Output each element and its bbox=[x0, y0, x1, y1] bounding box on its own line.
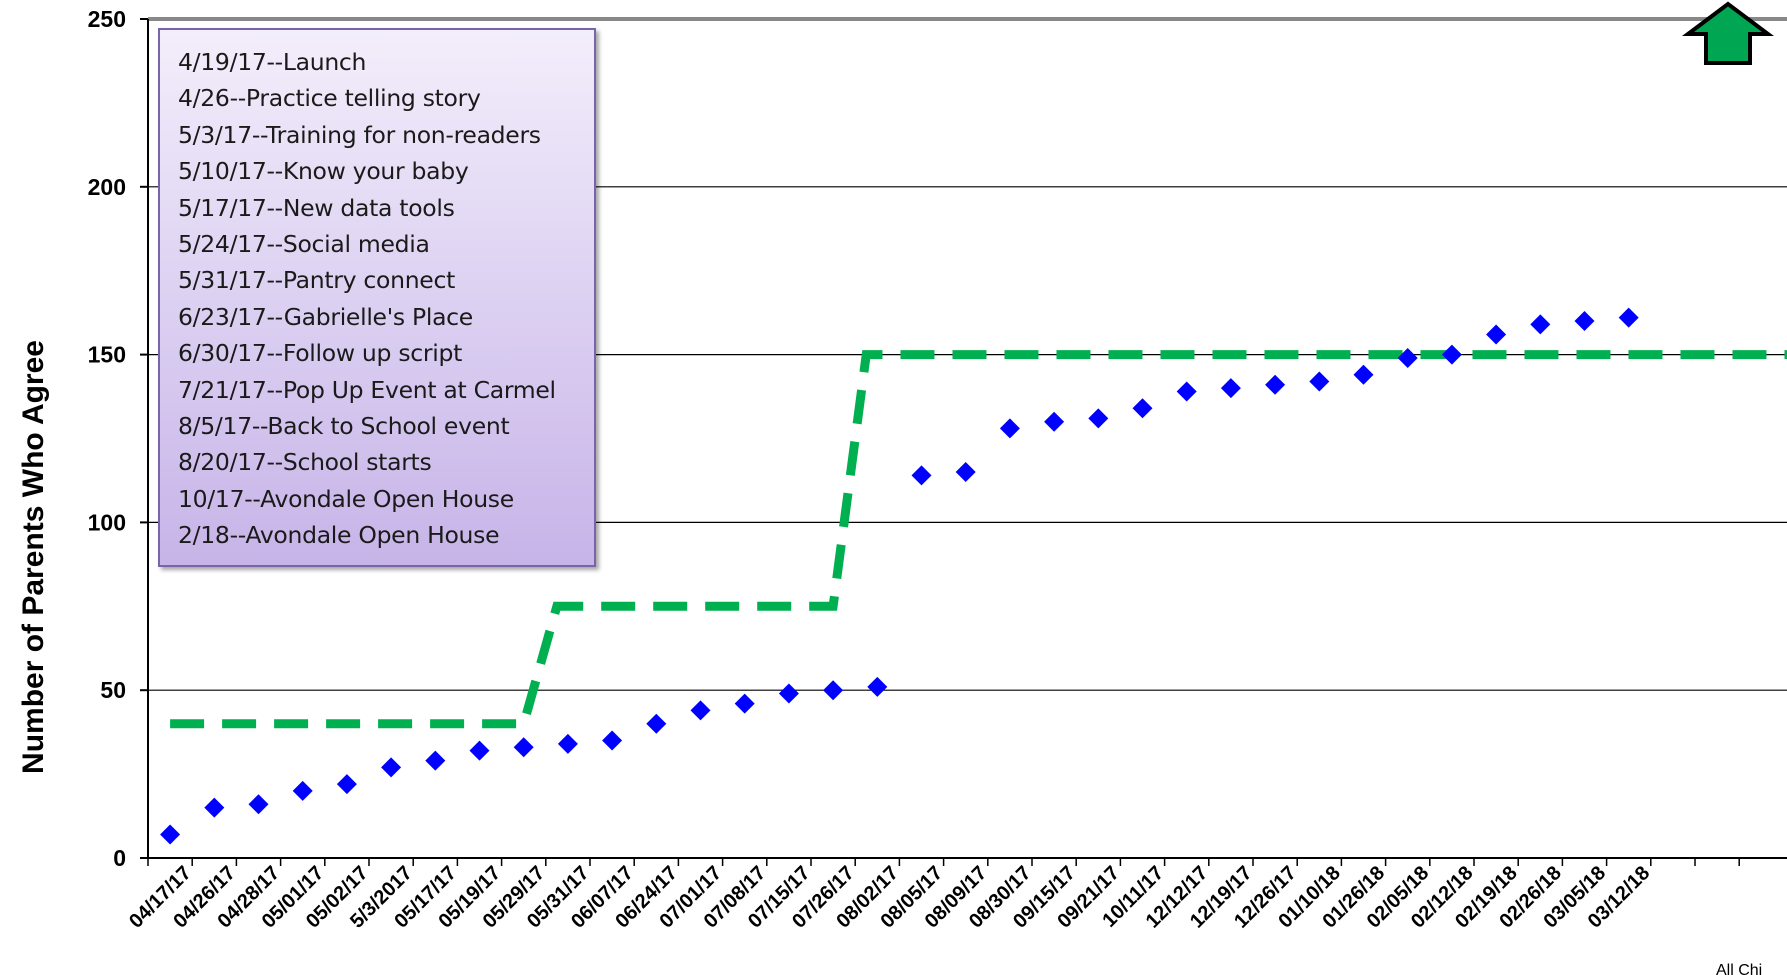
data-point bbox=[1176, 381, 1197, 402]
data-point bbox=[513, 737, 534, 758]
annotation-item: 5/10/17--Know your baby bbox=[178, 157, 469, 186]
data-point bbox=[557, 733, 578, 754]
goal-series bbox=[170, 350, 1787, 729]
data-point bbox=[1574, 311, 1595, 332]
y-tick-label: 250 bbox=[88, 6, 126, 32]
annotation-item: 6/23/17--Gabrielle's Place bbox=[178, 302, 473, 331]
data-point bbox=[1530, 314, 1551, 335]
annotation-item: 4/19/17--Launch bbox=[178, 48, 367, 76]
data-point bbox=[778, 683, 799, 704]
x-tick-labels: 04/17/1704/26/1704/28/1705/01/1705/02/17… bbox=[125, 862, 1654, 933]
annotation-item: 6/30/17--Follow up script bbox=[178, 339, 463, 368]
y-tick-label: 100 bbox=[88, 509, 126, 535]
y-tick-label: 150 bbox=[88, 342, 126, 368]
annotation-item: 5/17/17--New data tools bbox=[178, 193, 455, 222]
data-point bbox=[1220, 378, 1241, 399]
footer-text: All Chi bbox=[1716, 962, 1762, 975]
data-point bbox=[248, 794, 269, 815]
y-axis-label: Number of Parents Who Agree bbox=[17, 340, 50, 774]
data-point bbox=[734, 693, 755, 714]
data-point bbox=[690, 700, 711, 721]
data-point bbox=[867, 676, 888, 697]
y-tick-label: 0 bbox=[113, 845, 126, 871]
data-point bbox=[1486, 324, 1507, 345]
data-point bbox=[1265, 374, 1286, 395]
data-point bbox=[1044, 411, 1065, 432]
data-point bbox=[336, 774, 357, 795]
data-point bbox=[425, 750, 446, 771]
data-point bbox=[999, 418, 1020, 439]
annotation-item: 4/26--Practice telling story bbox=[178, 84, 481, 113]
y-tick-label: 50 bbox=[100, 677, 126, 703]
goal-line bbox=[170, 350, 1787, 729]
annotation-item: 10/17--Avondale Open House bbox=[178, 484, 514, 513]
data-point bbox=[1088, 408, 1109, 429]
actual-series bbox=[160, 307, 1639, 845]
data-point bbox=[381, 757, 402, 778]
data-point bbox=[911, 465, 932, 486]
y-tick-labels: 0 50 100 150 200 250 bbox=[88, 6, 126, 871]
data-point bbox=[469, 740, 490, 761]
annotation-item: 5/31/17--Pantry connect bbox=[178, 266, 455, 295]
annotation-item: 8/20/17--School starts bbox=[178, 448, 432, 477]
data-point bbox=[1353, 364, 1374, 385]
annotation-item: 5/24/17--Social media bbox=[178, 230, 430, 259]
data-point bbox=[602, 730, 623, 751]
annotation-item: 8/5/17--Back to School event bbox=[178, 412, 510, 441]
data-point bbox=[204, 797, 225, 818]
axes bbox=[140, 18, 1787, 866]
up-arrow-icon bbox=[1682, 1, 1774, 65]
annotation-item: 2/18--Avondale Open House bbox=[178, 521, 500, 550]
data-point bbox=[646, 713, 667, 734]
data-point bbox=[160, 824, 181, 845]
data-point bbox=[1132, 398, 1153, 419]
annotation-item: 5/3/17--Training for non-readers bbox=[178, 120, 541, 149]
data-point bbox=[1441, 344, 1462, 365]
data-point bbox=[1618, 307, 1639, 328]
annotation-item: 7/21/17--Pop Up Event at Carmel bbox=[178, 375, 556, 404]
y-tick-label: 200 bbox=[88, 174, 126, 200]
annotation-box: 4/19/17--Launch 4/26--Practice telling st… bbox=[158, 28, 596, 567]
data-point bbox=[292, 780, 313, 801]
data-point bbox=[1397, 347, 1418, 368]
data-point bbox=[955, 462, 976, 483]
data-point bbox=[823, 680, 844, 701]
data-point bbox=[1309, 371, 1330, 392]
